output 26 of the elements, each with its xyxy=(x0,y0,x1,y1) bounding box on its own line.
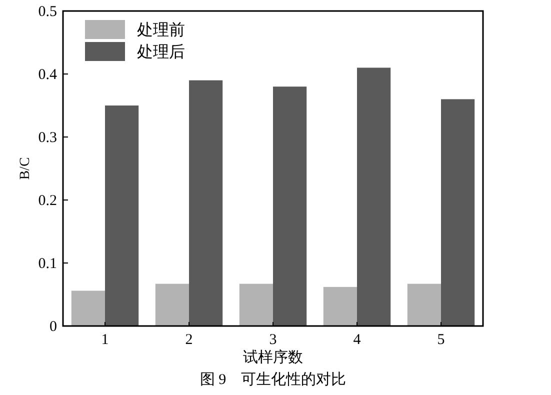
legend-label: 处理后 xyxy=(137,43,185,61)
bar xyxy=(407,284,441,326)
bar xyxy=(105,106,139,326)
x-tick-label: 5 xyxy=(437,332,445,348)
y-tick-label: 0.1 xyxy=(38,256,57,272)
bar xyxy=(273,86,307,326)
caption: 图 9 可生化性的对比 xyxy=(200,371,346,388)
x-axis-title: 试样序数 xyxy=(243,349,303,366)
x-tick-label: 1 xyxy=(101,332,109,348)
y-axis-title: B/C xyxy=(18,157,33,180)
x-tick-label: 4 xyxy=(353,332,362,348)
bar xyxy=(239,284,273,326)
x-tick-label: 3 xyxy=(269,332,277,348)
bar xyxy=(71,290,105,326)
y-tick-label: 0 xyxy=(50,319,57,335)
y-tick-label: 0.3 xyxy=(38,130,57,146)
y-tick-label: 0.4 xyxy=(38,67,58,83)
x-tick-label: 2 xyxy=(185,332,193,348)
bar xyxy=(189,80,223,326)
bar xyxy=(357,68,391,326)
y-tick-label: 0.2 xyxy=(38,193,57,209)
legend-label: 处理前 xyxy=(137,21,185,39)
bar xyxy=(155,284,189,326)
bar xyxy=(441,99,475,326)
bar xyxy=(323,286,357,326)
y-tick-label: 0.5 xyxy=(38,4,57,20)
